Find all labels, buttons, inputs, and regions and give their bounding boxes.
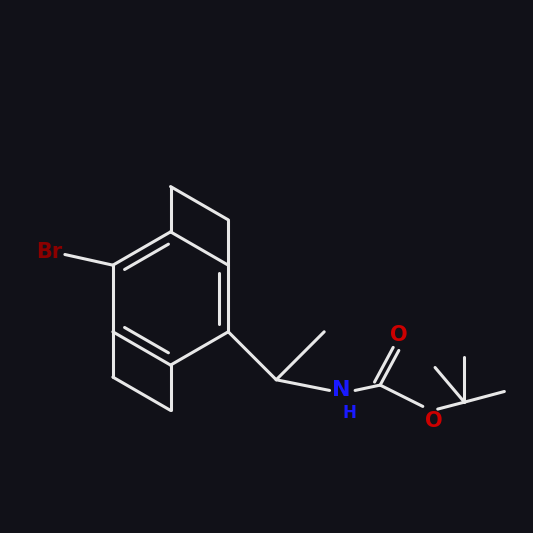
Text: O: O (425, 411, 443, 431)
Text: O: O (390, 325, 408, 345)
Text: H: H (343, 404, 357, 422)
Text: Br: Br (36, 242, 62, 262)
Text: N: N (332, 381, 351, 400)
